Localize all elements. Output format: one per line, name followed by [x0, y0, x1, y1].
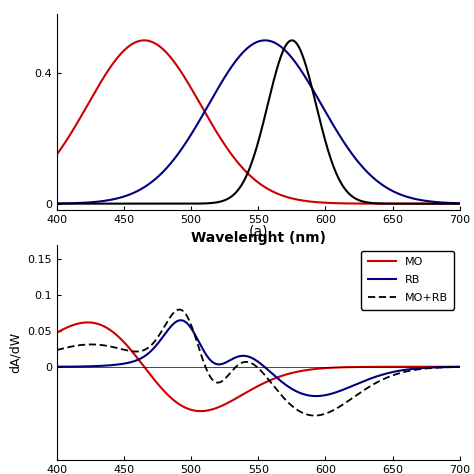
RB: [446, 364, 451, 370]
MO: [250, 386, 256, 392]
MO+RB: [312, 413, 318, 419]
MO: [446, 364, 451, 370]
RB: [178, 318, 184, 323]
MO: [446, 364, 451, 370]
RB: [446, 364, 451, 370]
Line: RB: RB: [57, 320, 460, 396]
Legend: MO, RB, MO+RB: MO, RB, MO+RB: [361, 251, 454, 310]
MO: [372, 364, 377, 370]
Line: MO+RB: MO+RB: [57, 310, 460, 416]
Text: (a): (a): [248, 225, 268, 239]
X-axis label: Wavelenght (nm): Wavelenght (nm): [191, 231, 326, 245]
Y-axis label: dA/dW: dA/dW: [9, 332, 22, 373]
MO+RB: [446, 365, 451, 370]
Line: MO: MO: [57, 322, 460, 411]
MO+RB: [54, 347, 60, 353]
MO+RB: [250, 361, 256, 367]
MO: [240, 392, 246, 398]
RB: [239, 353, 245, 359]
MO+RB: [446, 365, 451, 370]
RB: [372, 374, 377, 380]
MO: [85, 319, 91, 325]
MO+RB: [372, 381, 377, 387]
MO: [457, 364, 463, 370]
MO+RB: [74, 343, 80, 348]
MO: [74, 321, 80, 327]
MO: [54, 330, 60, 336]
RB: [313, 393, 319, 399]
MO+RB: [457, 364, 463, 370]
MO: [198, 408, 203, 414]
RB: [457, 364, 463, 370]
RB: [54, 364, 60, 370]
MO+RB: [177, 307, 182, 312]
MO+RB: [239, 360, 245, 365]
RB: [74, 364, 80, 369]
RB: [250, 356, 256, 361]
